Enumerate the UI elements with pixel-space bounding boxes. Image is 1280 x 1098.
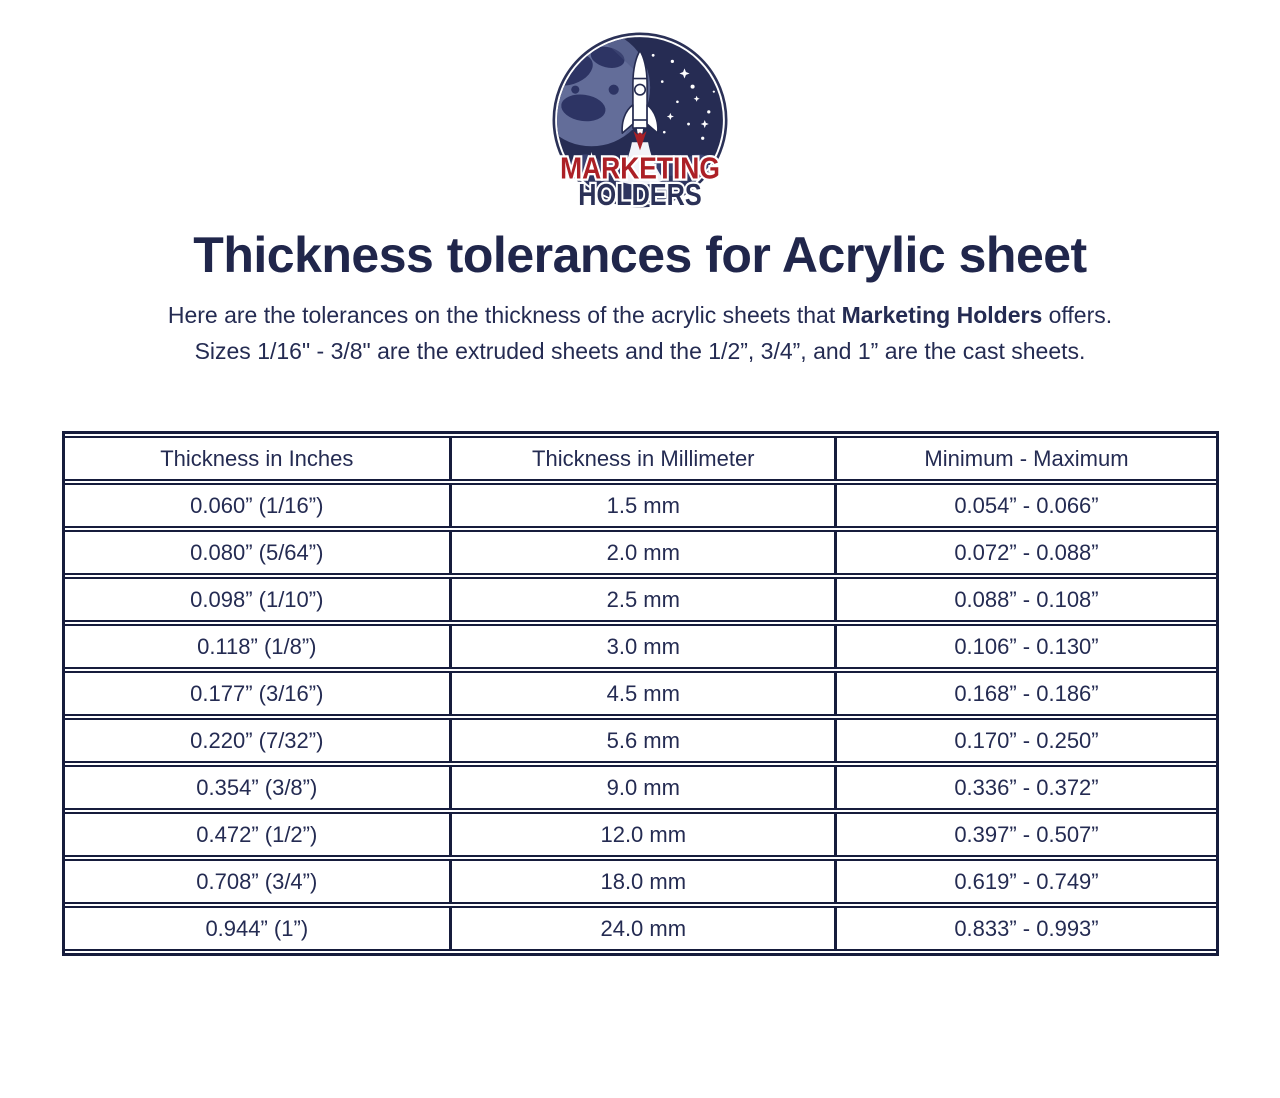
table-row: 0.080” (5/64”) 2.0 mm 0.072” - 0.088”: [64, 530, 1216, 575]
cell-mm: 12.0 mm: [452, 812, 838, 857]
logo-rocket-exhaust: [615, 142, 665, 185]
column-header-min-max: Minimum - Maximum: [837, 436, 1216, 481]
cell-inches: 0.944” (1”): [64, 906, 453, 951]
subtitle-line2: Sizes 1/16" - 3/8" are the extruded shee…: [194, 338, 1086, 364]
cell-inches: 0.177” (3/16”): [64, 671, 453, 716]
cell-range: 0.054” - 0.066”: [837, 483, 1216, 528]
cell-range: 0.619” - 0.749”: [837, 859, 1216, 904]
table-header-row: Thickness in Inches Thickness in Millime…: [64, 436, 1216, 481]
cell-inches: 0.708” (3/4”): [64, 859, 453, 904]
table-row: 0.354” (3/8”) 9.0 mm 0.336” - 0.372”: [64, 765, 1216, 810]
cell-inches: 0.354” (3/8”): [64, 765, 453, 810]
cell-mm: 3.0 mm: [452, 624, 838, 669]
cell-inches: 0.220” (7/32”): [64, 718, 453, 763]
cell-range: 0.833” - 0.993”: [837, 906, 1216, 951]
table-row: 0.944” (1”) 24.0 mm 0.833” - 0.993”: [64, 906, 1216, 951]
column-header-inches: Thickness in Inches: [64, 436, 453, 481]
cell-inches: 0.080” (5/64”): [64, 530, 453, 575]
subtitle-line1-prefix: Here are the tolerances on the thickness…: [167, 302, 842, 328]
cell-mm: 9.0 mm: [452, 765, 838, 810]
logo-flame-icon: [633, 131, 647, 151]
cell-inches: 0.098” (1/10”): [64, 577, 453, 622]
logo-outer-ring: [552, 32, 728, 208]
cell-mm: 18.0 mm: [452, 859, 838, 904]
subtitle-brand-name: Marketing Holders: [841, 302, 1043, 328]
subtitle-line1-suffix: offers.: [1042, 302, 1113, 328]
table-row: 0.060” (1/16”) 1.5 mm 0.054” - 0.066”: [64, 483, 1216, 528]
cell-inches: 0.472” (1/2”): [64, 812, 453, 857]
logo-stars-icon: [651, 53, 715, 140]
cell-range: 0.397” - 0.507”: [837, 812, 1216, 857]
tolerance-table: Thickness in Inches Thickness in Millime…: [61, 431, 1219, 956]
cell-inches: 0.060” (1/16”): [64, 483, 453, 528]
cell-range: 0.106” - 0.130”: [837, 624, 1216, 669]
table-row: 0.220” (7/32”) 5.6 mm 0.170” - 0.250”: [64, 718, 1216, 763]
page-subtitle: Here are the tolerances on the thickness…: [0, 297, 1280, 369]
cell-mm: 24.0 mm: [452, 906, 838, 951]
table-row: 0.177” (3/16”) 4.5 mm 0.168” - 0.186”: [64, 671, 1216, 716]
infographic-page: MARKETING HOLDERS Thickness tolerances f…: [0, 31, 1280, 1098]
logo-brand-text-holders: HOLDERS: [578, 179, 701, 209]
cell-range: 0.170” - 0.250”: [837, 718, 1216, 763]
cell-mm: 4.5 mm: [452, 671, 838, 716]
cell-inches: 0.118” (1/8”): [64, 624, 453, 669]
cell-mm: 1.5 mm: [452, 483, 838, 528]
column-header-millimeter: Thickness in Millimeter: [452, 436, 838, 481]
cell-range: 0.168” - 0.186”: [837, 671, 1216, 716]
table-row: 0.118” (1/8”) 3.0 mm 0.106” - 0.130”: [64, 624, 1216, 669]
logo-brand-text-marketing: MARKETING: [560, 153, 720, 186]
cell-mm: 5.6 mm: [452, 718, 838, 763]
logo-rocket-icon: [621, 49, 659, 135]
brand-logo-graphic: MARKETING HOLDERS: [552, 32, 728, 209]
cell-range: 0.072” - 0.088”: [837, 530, 1216, 575]
brand-logo: MARKETING HOLDERS: [551, 31, 729, 209]
page-title: Thickness tolerances for Acrylic sheet: [193, 227, 1087, 283]
cell-mm: 2.5 mm: [452, 577, 838, 622]
table-row: 0.472” (1/2”) 12.0 mm 0.397” - 0.507”: [64, 812, 1216, 857]
cell-mm: 2.0 mm: [452, 530, 838, 575]
cell-range: 0.088” - 0.108”: [837, 577, 1216, 622]
table-row: 0.708” (3/4”) 18.0 mm 0.619” - 0.749”: [64, 859, 1216, 904]
table-row: 0.098” (1/10”) 2.5 mm 0.088” - 0.108”: [64, 577, 1216, 622]
cell-range: 0.336” - 0.372”: [837, 765, 1216, 810]
